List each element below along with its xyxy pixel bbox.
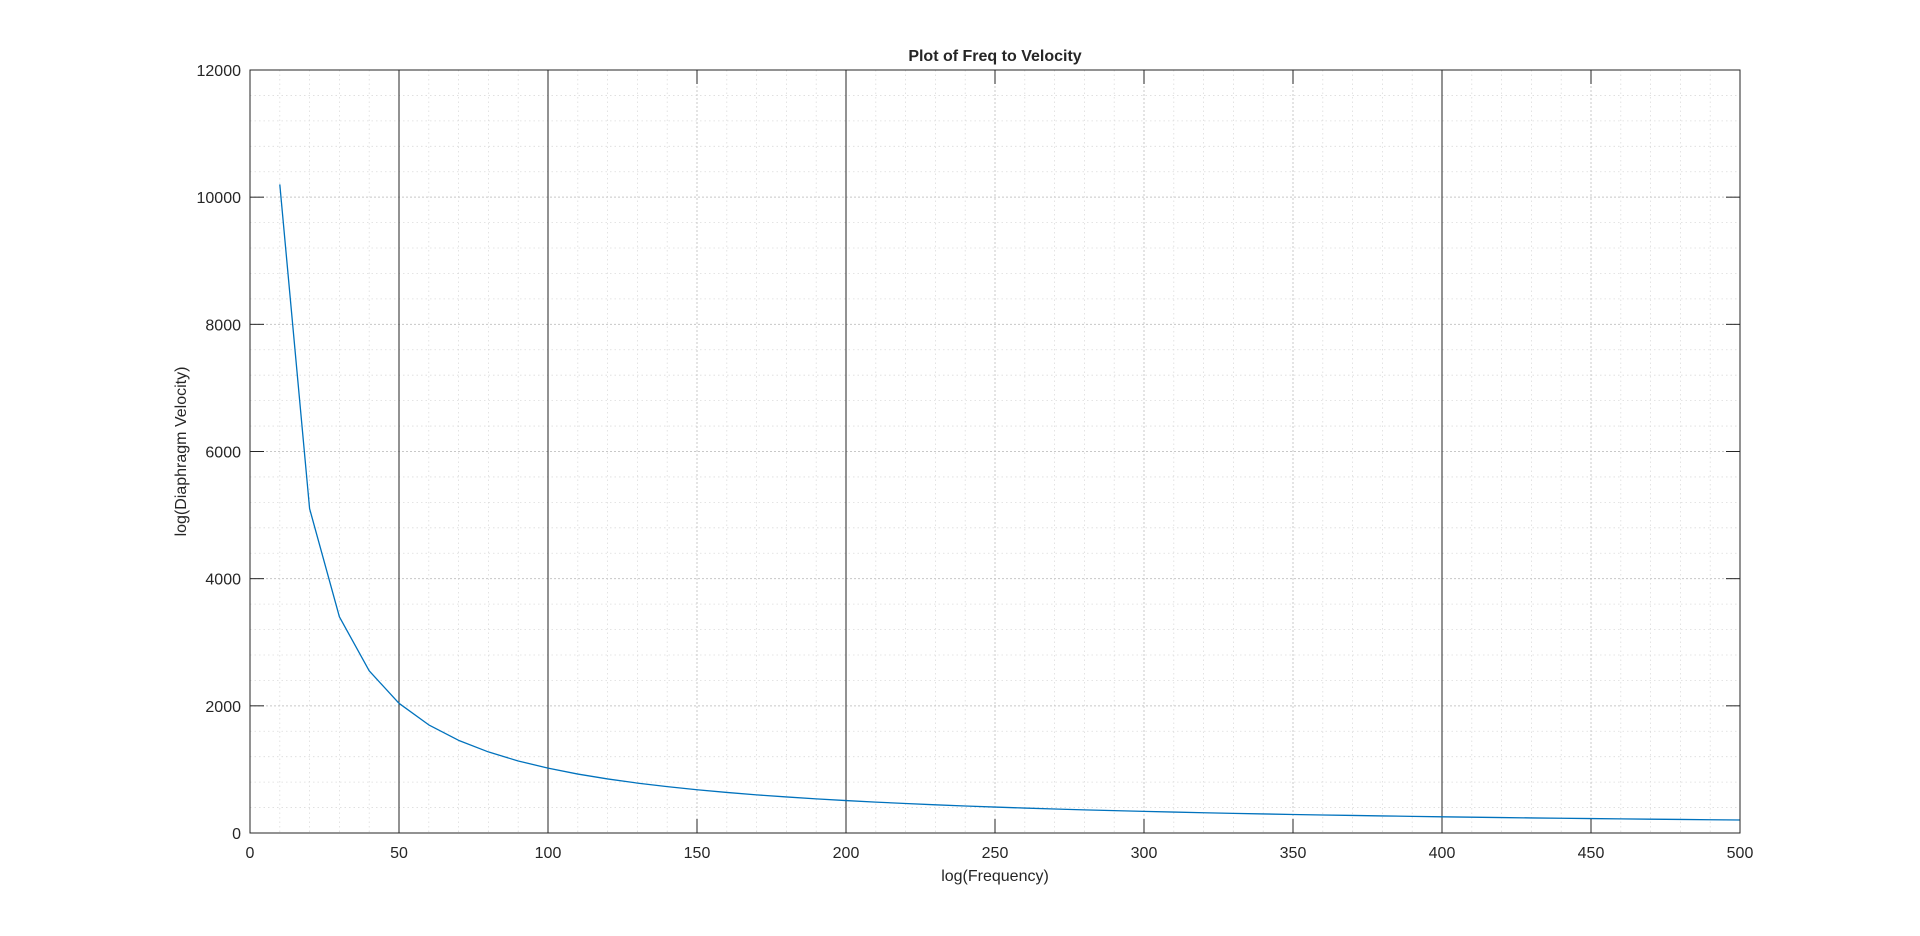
series-layer [279, 184, 1741, 821]
chart-title: Plot of Freq to Velocity [908, 48, 1081, 65]
x-tick-label: 500 [1727, 845, 1754, 862]
x-tick-label: 50 [390, 845, 408, 862]
x-tick-label: 200 [833, 845, 860, 862]
series-line [279, 184, 1741, 821]
y-tick-label: 8000 [205, 317, 241, 334]
x-tick-label: 250 [982, 845, 1009, 862]
x-tick-label: 350 [1280, 845, 1307, 862]
y-tick-label: 6000 [205, 445, 241, 462]
x-tick-label: 400 [1429, 845, 1456, 862]
y-axis-label: log(Diaphragm Velocity) [173, 367, 190, 537]
x-tick-label: 300 [1131, 845, 1158, 862]
y-tick-label: 0 [232, 826, 241, 843]
y-tick-label: 2000 [205, 699, 241, 716]
y-tick-label: 4000 [205, 572, 241, 589]
x-axis-label: log(Frequency) [941, 868, 1049, 885]
y-tick-label: 10000 [197, 190, 242, 207]
x-tick-label: 450 [1578, 845, 1605, 862]
y-tick-label: 12000 [197, 63, 242, 80]
axis-ticks [249, 69, 1741, 834]
x-tick-label: 100 [535, 845, 562, 862]
y-tick-labels: 0 2000 4000 6000 8000 10000 12000 [197, 63, 242, 843]
reference-lines [398, 70, 1443, 833]
x-tick-labels: 0 50 100 150 200 250 300 350 400 450 500 [246, 845, 1754, 862]
x-tick-label: 0 [246, 845, 255, 862]
x-tick-label: 150 [684, 845, 711, 862]
